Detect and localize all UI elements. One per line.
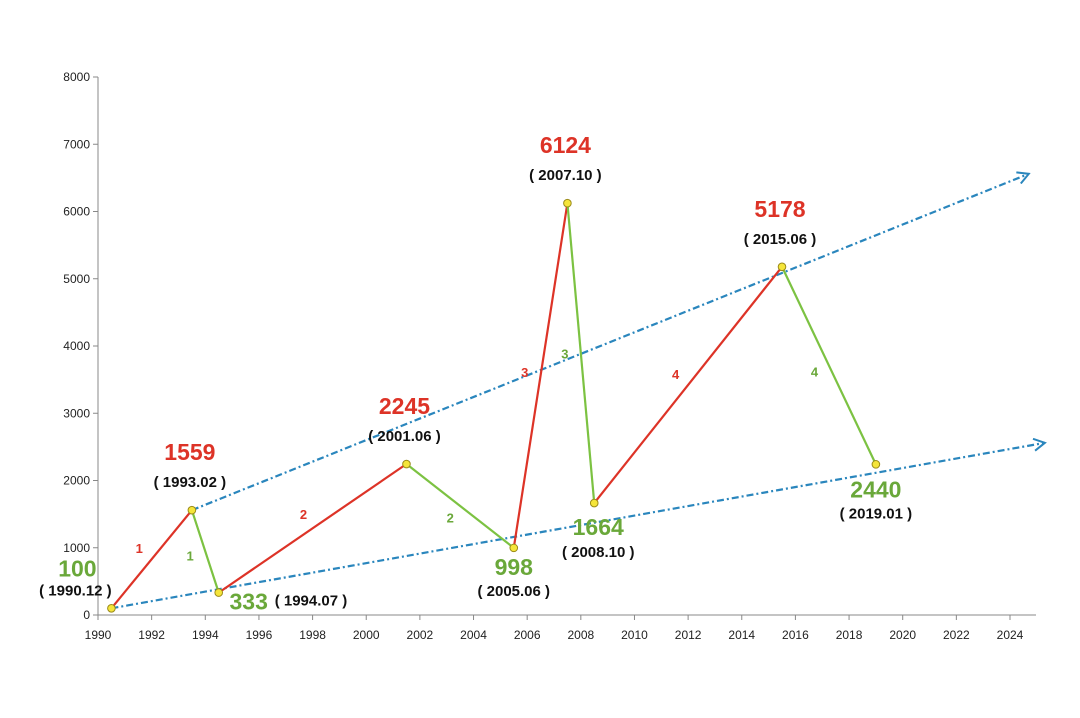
- point-date-label: ( 1994.07 ): [275, 593, 348, 610]
- x-tick-label: 1990: [85, 628, 112, 642]
- channel-line-lower: [111, 443, 1044, 610]
- data-point: [187, 505, 197, 515]
- point-date-label: ( 2008.10 ): [562, 544, 635, 561]
- trough-value-label: 998: [495, 554, 534, 580]
- x-tick-label: 2016: [782, 628, 809, 642]
- y-tick-label: 7000: [63, 137, 90, 151]
- rising-leg: [512, 202, 569, 549]
- point-date-label: ( 1990.12 ): [39, 582, 112, 599]
- leg-number-label: 1: [186, 548, 193, 563]
- peak-value-label: 6124: [540, 132, 591, 158]
- falling-leg: [566, 203, 596, 504]
- leg-number-label: 1: [136, 541, 143, 556]
- y-tick-label: 2000: [63, 474, 90, 488]
- data-point: [214, 588, 224, 597]
- y-tick-label: 1000: [63, 541, 90, 555]
- leg-number-label: 2: [300, 507, 307, 522]
- y-tick-label: 8000: [63, 70, 90, 84]
- data-points: [107, 198, 881, 613]
- x-tick-label: 1994: [192, 628, 219, 642]
- x-tick-label: 2024: [997, 628, 1024, 642]
- trough-value-label: 333: [230, 589, 268, 615]
- x-tick-label: 2018: [836, 628, 863, 642]
- trough-value-label: 100: [58, 555, 96, 581]
- y-tick-label: 4000: [63, 339, 90, 353]
- y-tick-label: 3000: [63, 406, 90, 420]
- x-tick-label: 2022: [943, 628, 970, 642]
- rising-leg: [218, 463, 408, 594]
- y-tick-label: 6000: [63, 205, 90, 219]
- x-tick-label: 2006: [514, 628, 541, 642]
- data-point: [871, 460, 881, 469]
- data-point: [777, 262, 787, 272]
- data-point: [563, 198, 572, 208]
- leg-number-label: 3: [521, 365, 528, 380]
- leg-number-label: 4: [672, 367, 680, 382]
- point-date-label: ( 2007.10 ): [529, 167, 602, 184]
- point-date-label: ( 2015.06 ): [744, 231, 817, 248]
- x-tick-label: 2002: [407, 628, 434, 642]
- data-point: [107, 603, 116, 613]
- x-tick-label: 1998: [299, 628, 326, 642]
- point-date-label: ( 1993.02 ): [154, 474, 227, 491]
- trend-legs: 1 1 2 2 3 3 4 4: [110, 202, 877, 609]
- peak-value-label: 1559: [164, 439, 215, 465]
- x-tick-label: 1996: [246, 628, 273, 642]
- rising-leg: [593, 266, 783, 504]
- point-date-label: ( 2005.06 ): [477, 583, 550, 600]
- data-point: [589, 498, 599, 508]
- y-tick-label: 0: [83, 608, 90, 622]
- falling-leg: [781, 266, 877, 465]
- peak-value-label: 2245: [379, 393, 430, 419]
- data-point: [402, 459, 411, 469]
- x-tick-label: 2008: [567, 628, 594, 642]
- falling-leg: [190, 509, 220, 593]
- x-tick-label: 2014: [728, 628, 755, 642]
- leg-number-label: 2: [447, 511, 454, 526]
- leg-number-label: 4: [811, 364, 819, 379]
- trough-value-label: 2440: [850, 476, 901, 502]
- trough-value-label: 1664: [573, 514, 624, 540]
- rising-leg: [110, 509, 193, 609]
- data-point: [509, 543, 519, 553]
- x-tick-label: 2020: [889, 628, 916, 642]
- leg-number-label: 3: [561, 347, 568, 362]
- x-tick-label: 1992: [138, 628, 165, 642]
- x-tick-label: 2010: [621, 628, 648, 642]
- point-labels: 100( 1990.12 ) 1559 ( 1993.02 ) 333 ( 1994.0…: [39, 132, 912, 614]
- x-tick-label: 2004: [460, 628, 487, 642]
- falling-leg: [405, 463, 515, 549]
- point-date-label: ( 2001.06 ): [368, 428, 441, 445]
- point-date-label: ( 2019.01 ): [840, 505, 913, 522]
- x-tick-label: 2000: [353, 628, 380, 642]
- x-tick-label: 2012: [675, 628, 702, 642]
- peak-value-label: 5178: [754, 196, 805, 222]
- y-tick-label: 5000: [63, 272, 90, 286]
- channel-lines: [111, 174, 1044, 610]
- channel-line-upper: [191, 174, 1029, 512]
